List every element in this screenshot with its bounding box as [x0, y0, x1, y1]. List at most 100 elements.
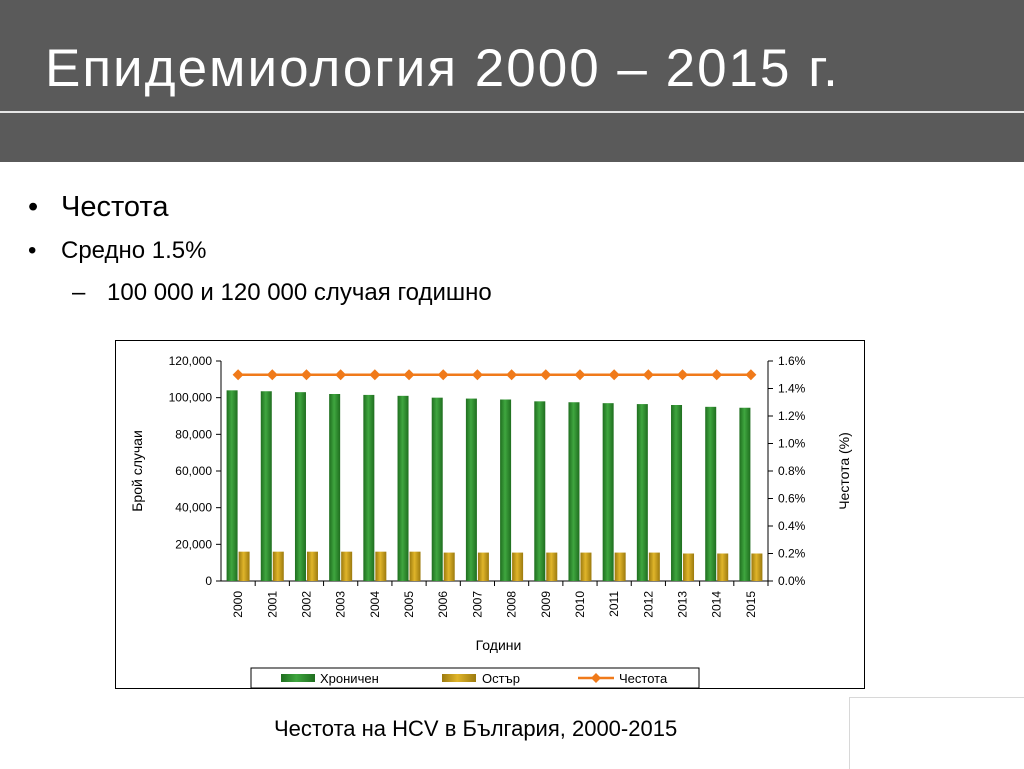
bar-chronic	[671, 405, 683, 581]
point-rate	[437, 369, 449, 381]
bar-acute	[717, 553, 729, 581]
legend-swatch-chronic	[281, 674, 315, 682]
sub-bullet-item-cases: 100 000 и 120 000 случая годишно	[107, 279, 492, 306]
bar-chronic	[500, 399, 512, 581]
x-tick-label: 2013	[676, 591, 690, 618]
y-tick-label: 100,000	[169, 391, 213, 405]
chart-caption: Честота на HCV в България, 2000-2015	[274, 716, 678, 741]
x-tick-label: 2015	[744, 591, 758, 618]
bar-acute	[443, 552, 455, 581]
legend-label-acute: Остър	[482, 671, 520, 686]
bar-acute	[648, 552, 660, 581]
x-axis-title: Години	[476, 637, 522, 653]
y-tick-label: 60,000	[175, 464, 212, 478]
bar-acute	[751, 553, 763, 581]
y2-tick-label: 1.2%	[778, 409, 806, 423]
bar-chronic	[636, 404, 648, 581]
x-tick-label: 2010	[573, 591, 587, 618]
bar-chronic	[568, 402, 580, 581]
x-tick-label: 2006	[436, 591, 450, 618]
y-tick-label: 0	[205, 574, 212, 588]
bar-chronic	[465, 398, 477, 581]
y-tick-label: 120,000	[169, 354, 213, 368]
y2-tick-label: 1.4%	[778, 382, 806, 396]
hcv-chart: 0 20,000 40,000 60,000 80,000 100,000 120,000 0…	[129, 354, 852, 688]
bullet-marker: •	[28, 237, 37, 264]
bullet-marker: •	[28, 191, 39, 223]
bar-chronic	[431, 397, 443, 581]
x-tick-label: 2004	[368, 591, 382, 618]
point-rate	[471, 369, 483, 381]
legend-swatch-rate-marker	[591, 673, 601, 683]
y2-tick-label: 1.6%	[778, 354, 806, 368]
bar-acute	[683, 553, 695, 581]
title-divider	[0, 111, 1024, 113]
bar-acute	[546, 552, 558, 581]
bar-chronic	[534, 401, 546, 581]
x-tick-label: 2014	[710, 591, 724, 618]
point-rate	[677, 369, 689, 381]
bar-acute	[409, 551, 421, 581]
sub-bullet-marker: –	[72, 279, 86, 306]
legend-label-chronic: Хроничен	[320, 671, 379, 686]
chart-frame: 0 20,000 40,000 60,000 80,000 100,000 120,000 0…	[115, 340, 865, 689]
y2-tick-label: 0.4%	[778, 519, 806, 533]
x-tick-label: 2003	[334, 591, 348, 618]
x-tick-label: 2009	[539, 591, 553, 618]
y-axis-title: Брой случаи	[129, 430, 145, 512]
x-tick-label: 2008	[505, 591, 519, 618]
bar-acute	[306, 551, 318, 581]
title-bar: Епидемиология 2000 – 2015 г.	[0, 0, 1024, 162]
x-tick-label: 2007	[470, 591, 484, 618]
y2-tick-label: 0.6%	[778, 492, 806, 506]
bar-acute	[238, 551, 250, 581]
point-rate	[369, 369, 381, 381]
point-rate	[403, 369, 415, 381]
bar-chronic	[294, 392, 306, 581]
bar-chronic	[226, 390, 238, 581]
point-rate	[574, 369, 586, 381]
bar-acute	[477, 552, 489, 581]
point-rate	[300, 369, 312, 381]
legend-label-rate: Честота	[619, 671, 668, 686]
bullet-item-average: Средно 1.5%	[61, 237, 207, 264]
y-tick-label: 20,000	[175, 537, 212, 551]
x-tick-label: 2001	[265, 591, 279, 618]
x-tick-label: 2005	[402, 591, 416, 618]
point-rate	[335, 369, 347, 381]
x-tick-label: 2000	[231, 591, 245, 618]
bullet-item-frequency: Честота	[61, 191, 169, 223]
bar-acute	[272, 551, 284, 581]
bar-acute	[614, 552, 626, 581]
point-rate	[745, 369, 757, 381]
point-rate	[711, 369, 723, 381]
point-rate	[266, 369, 278, 381]
corner-panel	[849, 697, 1024, 769]
bar-acute	[341, 551, 353, 581]
bar-chronic	[705, 406, 717, 581]
x-tick-label: 2012	[641, 591, 655, 618]
y2-tick-label: 0.0%	[778, 574, 806, 588]
point-rate	[506, 369, 518, 381]
bar-chronic	[363, 394, 375, 581]
bar-acute	[375, 551, 387, 581]
y2-tick-label: 0.2%	[778, 547, 806, 561]
y-tick-label: 80,000	[175, 427, 212, 441]
page-title: Епидемиология 2000 – 2015 г.	[45, 39, 840, 98]
legend-swatch-acute	[442, 674, 476, 682]
y-tick-label: 40,000	[175, 501, 212, 515]
point-rate	[608, 369, 620, 381]
bar-chronic	[329, 394, 341, 581]
bar-chronic	[739, 407, 751, 581]
bar-chronic	[260, 391, 272, 581]
y2-tick-label: 0.8%	[778, 464, 806, 478]
point-rate	[642, 369, 654, 381]
point-rate	[540, 369, 552, 381]
x-tick-label: 2002	[299, 591, 313, 618]
point-rate	[232, 369, 244, 381]
bar-acute	[580, 552, 592, 581]
bar-acute	[512, 552, 524, 581]
y2-tick-label: 1.0%	[778, 437, 806, 451]
bar-chronic	[602, 403, 614, 581]
bar-chronic	[397, 395, 409, 581]
